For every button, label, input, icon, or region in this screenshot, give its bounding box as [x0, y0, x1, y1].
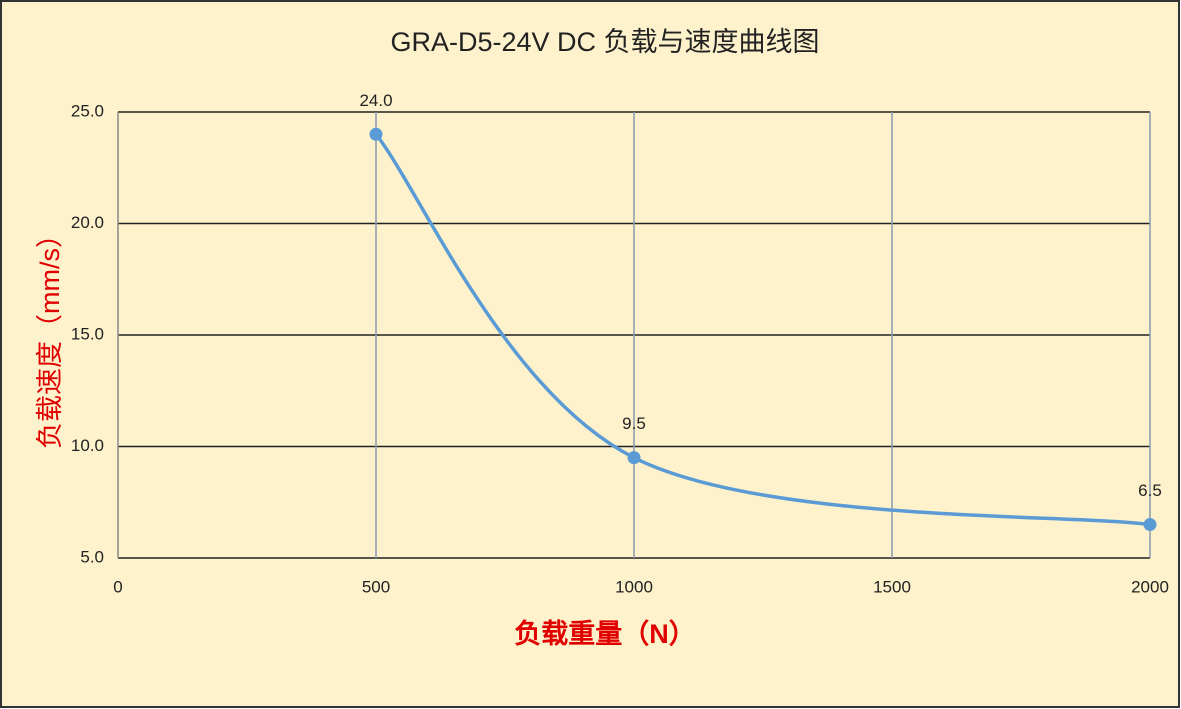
line — [374, 133, 1151, 527]
chart-title: GRA-D5-24V DC 负载与速度曲线图 — [390, 27, 819, 57]
point — [627, 451, 641, 465]
x-tick-label: 500 — [362, 577, 390, 596]
y-tick-label: 10.0 — [71, 436, 104, 455]
data-label: 6.5 — [1138, 481, 1162, 500]
y-tick-label: 15.0 — [71, 324, 104, 343]
point — [369, 127, 383, 141]
x-tick-label: 2000 — [1131, 577, 1169, 596]
y-tick-label: 25.0 — [71, 101, 104, 120]
y-tick-label: 20.0 — [71, 213, 104, 232]
y-tick-label: 5.0 — [80, 547, 104, 566]
data-label: 9.5 — [622, 414, 646, 433]
x-tick-label: 1500 — [873, 577, 911, 596]
y-axis-title: 负载速度（mm/s） — [35, 221, 65, 449]
x-tick-label: 0 — [113, 577, 122, 596]
x-tick-label: 1000 — [615, 577, 653, 596]
data-label: 24.0 — [359, 91, 392, 110]
x-axis-title: 负载重量（N） — [514, 619, 696, 649]
point — [1143, 518, 1157, 532]
